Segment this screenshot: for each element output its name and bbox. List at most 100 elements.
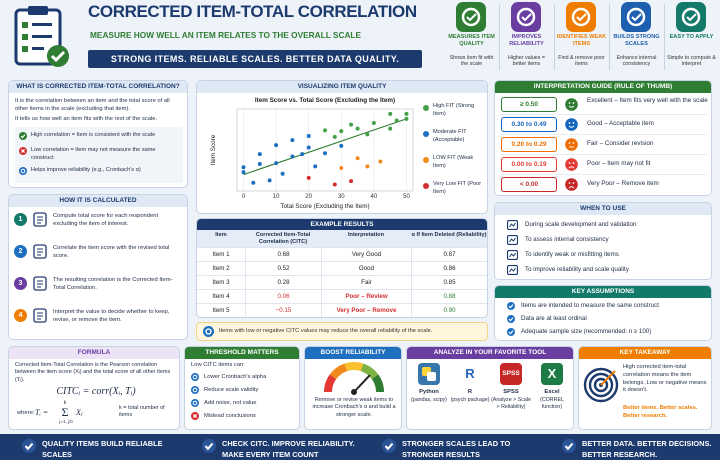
boost-card: BOOST RELIABILITY Remove or revise weak i… [304, 346, 402, 430]
use-item: To improve reliability and scale quality [525, 266, 629, 273]
takeaway-card: KEY TAKEAWAY High corrected item-total co… [578, 346, 712, 430]
step-icon [33, 308, 47, 323]
feature-icon [621, 2, 651, 32]
use-item: During scale development and validation [525, 221, 637, 228]
tool-logo: SPSS [500, 363, 522, 385]
point [339, 166, 344, 171]
x-tick-label: 50 [403, 194, 410, 200]
bullet: High correlation = Item is consistent wi… [31, 132, 156, 138]
range: ≥ 0.50 [501, 97, 557, 112]
y-axis-label: Item Score [210, 134, 217, 165]
icon [423, 105, 429, 111]
feature-text: Enhance internal consistency [616, 55, 657, 68]
icon [191, 386, 199, 394]
use-icon [507, 220, 518, 230]
bullet-box: High correlation = Item is consistent wi… [15, 127, 183, 183]
threshold-item: Mislead conclusions [204, 413, 256, 419]
tool-name: Excel [544, 389, 560, 395]
icon [191, 412, 199, 420]
tool-logo: X [541, 363, 563, 385]
tools-card: ANALYZE IN YOUR FAVORITE TOOL Python (pand… [406, 346, 574, 430]
table-cell: Poor – Review [321, 289, 411, 303]
threshold-intro: Low CITC items can: [191, 362, 245, 368]
point [306, 175, 311, 180]
feature-text: Simple to compute & interpret [667, 55, 716, 68]
feature-text: Find & remove poor items [558, 55, 605, 68]
interpretation-card: INTERPRETATION GUIDE (RULE OF THUMB) ≥ 0.… [494, 80, 712, 196]
point [257, 161, 262, 166]
point [349, 179, 354, 184]
point [365, 164, 370, 169]
formula-text: Corrected Item-Total Correlation is the … [15, 362, 171, 383]
sum-top: k [63, 400, 67, 406]
tool-logo [418, 363, 440, 385]
feature-divider [664, 4, 665, 70]
table-cell: 0.88 [411, 289, 487, 303]
point [388, 126, 393, 131]
point [332, 134, 337, 139]
interpretation: Good – Acceptable item [587, 120, 654, 127]
icon [22, 439, 36, 453]
table-cell: 0.90 [411, 303, 487, 317]
step-icon [33, 276, 47, 291]
card-title: KEY ASSUMPTIONS [495, 286, 711, 298]
table-cell: Item 2 [197, 261, 245, 275]
footer-item: CHECK CITC. IMPROVE RELIABILITY. MAKE EV… [222, 439, 355, 459]
footer-item: QUALITY ITEMS BUILD RELIABLE SCALES [42, 439, 163, 459]
legend-entry: LOW FIT (Weak Item) [433, 155, 474, 169]
step-text: The resulting correlation is the Correct… [53, 277, 173, 292]
plot-area [236, 108, 414, 192]
table-cell: Item 1 [197, 247, 245, 261]
table-cell: 0.87 [411, 247, 487, 261]
point [267, 178, 272, 183]
step-number: 3 [14, 277, 27, 290]
point [313, 164, 318, 169]
point [394, 118, 399, 123]
row-divider [501, 154, 707, 155]
use-icon [507, 250, 518, 260]
icon [423, 183, 429, 189]
card-title: ANALYZE IN YOUR FAVORITE TOOL [407, 347, 573, 359]
footer-item: STRONGER SCALES LEAD TO STRONGER RESULTS [402, 439, 511, 459]
column-header: α If Item Deleted (Reliability) [411, 230, 487, 247]
x-tick-label: 30 [338, 194, 345, 200]
table-cell: Good [321, 261, 411, 275]
icon [507, 315, 515, 323]
footer-item: BETTER DATA. BETTER DECISIONS. BETTER RE… [582, 439, 712, 459]
card-title: BOOST RELIABILITY [305, 347, 401, 359]
scatter-chart: Item Score vs. Total Score (Excluding th… [210, 97, 414, 210]
icon [19, 132, 27, 140]
how-card: HOW IT IS CALCULATED 1 Compute total score… [8, 194, 188, 340]
legend-entry: High FIT (Strong Item) [433, 103, 475, 117]
point [323, 128, 327, 133]
card-title: THRESHOLD MATTERS [185, 347, 299, 359]
point [339, 129, 344, 134]
tool-detail: (psych package) [450, 397, 490, 403]
icon [507, 328, 515, 336]
step-number: 2 [14, 245, 27, 258]
legend-entry: Very Low FIT (Poor Item) [433, 181, 482, 195]
point [349, 122, 354, 127]
threshold-item: Lower Cronbach's alpha [204, 374, 267, 380]
point [257, 152, 262, 157]
python-logo [422, 367, 436, 381]
row-divider [501, 134, 707, 135]
point [378, 159, 383, 164]
icon [562, 439, 576, 453]
icon [202, 439, 216, 453]
range: 0.30 to 0.49 [501, 117, 557, 132]
legend-entry: Moderate FIT (Acceptable) [433, 129, 467, 143]
face-icon [565, 158, 578, 171]
icon [19, 147, 27, 155]
point [290, 154, 295, 159]
column-header: Interpretation [321, 230, 411, 247]
formula-card: FORMULA Corrected Item-Total Correlation … [8, 346, 180, 430]
subtitle: MEASURE HOW WELL AN ITEM RELATES TO THE … [90, 30, 362, 40]
results-card: EXAMPLE RESULTS Item Corrected Item-Total … [196, 218, 488, 318]
tool-name: SPSS [503, 389, 519, 395]
k-note: k = total number of items [119, 405, 165, 419]
tool-detail: (pandas, scipy) [411, 397, 447, 403]
interpretation: Excellent – Item fits very well with the… [587, 97, 708, 104]
feature-title: IMPROVES RELIABILITY [509, 34, 544, 47]
point [306, 145, 311, 150]
